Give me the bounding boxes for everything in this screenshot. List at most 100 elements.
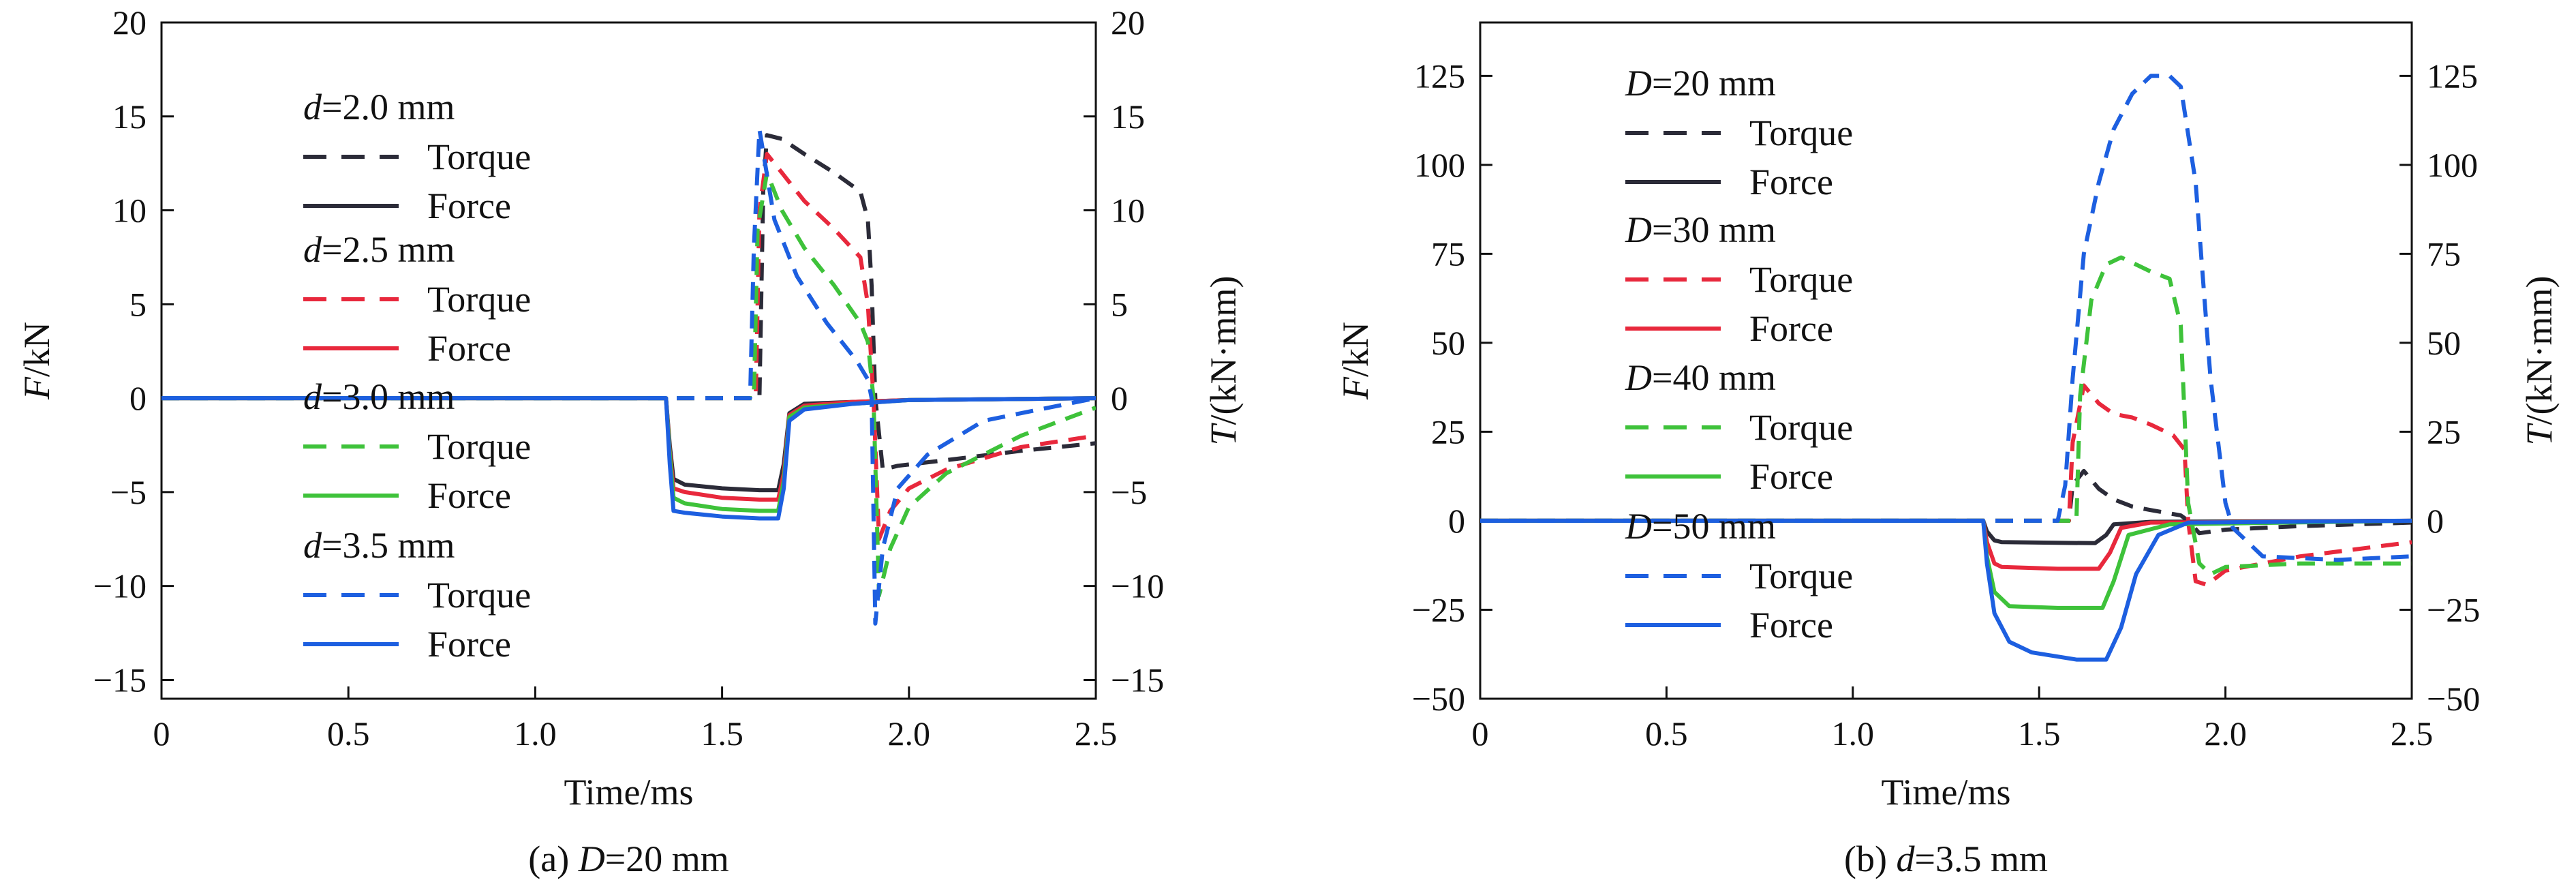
legend-group-title-part: =50 mm	[1652, 506, 1776, 547]
y-left-tick-label: 5	[129, 285, 147, 323]
legend-group-title-part: =2.5 mm	[322, 229, 455, 270]
x-tick-label-part: 1.5	[701, 714, 743, 753]
legend-group-title-part: =20 mm	[1652, 63, 1776, 104]
y-right-tick-label-part: 20	[1111, 3, 1145, 42]
y-right-tick-label-part: 75	[2427, 234, 2461, 273]
y-right-tick-label: 75	[2427, 234, 2461, 273]
y-left-tick-label-part: 15	[112, 97, 147, 136]
y-right-tick-label: 15	[1111, 97, 1145, 136]
x-tick-label: 0	[1472, 714, 1489, 753]
plot-area	[162, 127, 1096, 626]
y-left-tick-label-part: 5	[129, 285, 147, 323]
legend-torque-label-part: Torque	[427, 575, 531, 616]
y-right-tick-label: 0	[1111, 379, 1128, 417]
legend-force-label-part: Force	[427, 185, 511, 226]
legend-torque-label: Torque	[427, 279, 531, 320]
series-force-line	[162, 396, 1096, 502]
y-right-tick-label-part: 0	[2427, 502, 2444, 540]
y-right-tick-label-part: 50	[2427, 324, 2461, 362]
y-left-tick-label-part: 20	[112, 3, 147, 42]
x-tick-label: 2.5	[1075, 714, 1118, 753]
legend-torque-label: Torque	[427, 426, 531, 467]
x-axis-label: Time/ms	[1881, 772, 2010, 813]
legend-torque-label: Torque	[1749, 407, 1853, 448]
y-left-tick-label: −15	[93, 661, 147, 699]
y-left-tick-label: 20	[112, 3, 147, 42]
legend-group-title: D=20 mm	[1625, 63, 1776, 104]
y-right-axis-label: T/(kN·mm)	[2519, 276, 2560, 446]
series-force-line	[162, 396, 1096, 493]
y-left-axis-label-part: /kN	[16, 322, 57, 377]
y-right-tick-label: 0	[2427, 502, 2444, 540]
x-tick-label: 1.5	[701, 714, 743, 753]
legend-group-title-part: D	[1625, 63, 1652, 104]
y-right-tick-label: 25	[2427, 412, 2461, 451]
y-right-tick-label-part: −5	[1111, 473, 1147, 511]
y-right-tick-label-part: 0	[1111, 379, 1128, 417]
y-right-tick-label: 50	[2427, 324, 2461, 362]
y-left-tick-label-part: −50	[1412, 680, 1465, 718]
y-left-tick-label: 125	[1414, 57, 1465, 95]
legend-torque-label-part: Torque	[1749, 112, 1853, 153]
series-torque-line	[1480, 383, 2412, 587]
series-force-line	[1480, 518, 2412, 662]
figure-caption-part: =3.5 mm	[1915, 838, 2048, 879]
legend-torque-label-part: Torque	[1749, 259, 1853, 300]
series-torque-line	[162, 170, 1096, 598]
y-right-tick-label: 20	[1111, 3, 1145, 42]
y-left-axis-label: F/kN	[16, 322, 57, 400]
x-tick-label-part: 1.5	[2018, 714, 2061, 753]
x-tick-label: 0.5	[1645, 714, 1688, 753]
x-tick-label: 0	[153, 714, 170, 753]
x-tick-label-part: 1.0	[514, 714, 557, 753]
x-tick-label: 2.5	[2391, 714, 2434, 753]
legend-force-label-part: Force	[1749, 162, 1833, 202]
y-right-tick-label-part: 25	[2427, 412, 2461, 451]
figure-caption-part: (b)	[1844, 838, 1896, 879]
y-right-tick-label: −25	[2427, 590, 2480, 629]
legend-group-title: d=3.5 mm	[303, 525, 455, 566]
y-right-tick-label-part: −25	[2427, 590, 2480, 629]
y-left-axis-label-part: F	[1335, 376, 1376, 400]
legend-group-title-part: d	[303, 229, 322, 270]
y-right-tick-label-part: 125	[2427, 57, 2478, 95]
y-right-tick-label: 100	[2427, 146, 2478, 184]
y-right-axis-label-part: /(kN·mm)	[2519, 276, 2560, 425]
x-tick-label-part: 0	[153, 714, 170, 753]
plot-area	[1480, 74, 2412, 662]
y-left-tick-label-part: 50	[1431, 324, 1465, 362]
legend-group-title: d=2.5 mm	[303, 229, 455, 270]
legend-group-title-part: =30 mm	[1652, 209, 1776, 250]
panel-a: 0 0.5 1.0 1.5 2.0 2.5 20 15 10 5 0 −5 −10 −15 20 15 10 5 0…	[16, 3, 1244, 879]
x-axis-label: Time/ms	[564, 772, 693, 813]
y-left-tick-label-part: 0	[1448, 502, 1465, 540]
y-right-tick-label: 125	[2427, 57, 2478, 95]
y-right-tick-label-part: 5	[1111, 285, 1128, 323]
y-right-tick-label-part: 10	[1111, 192, 1145, 230]
series-torque-line	[162, 133, 1096, 472]
legend-torque-label: Torque	[1749, 259, 1853, 300]
series-torque-line	[162, 127, 1096, 626]
y-left-tick-label-part: −25	[1412, 590, 1465, 629]
x-tick-label-part: 0	[1472, 714, 1489, 753]
legend-force-label: Force	[427, 185, 511, 226]
series-force-line	[162, 396, 1096, 521]
series-torque-line	[162, 151, 1096, 541]
figure-caption-part: =20 mm	[605, 838, 729, 879]
x-tick-label: 1.5	[2018, 714, 2061, 753]
panel-b: 0 0.5 1.0 1.5 2.0 2.5 125 100 75 50 25 0 −25 −50 125 10…	[1335, 21, 2560, 879]
legend-group-title-part: D	[1625, 209, 1652, 250]
y-left-tick-label: 50	[1431, 324, 1465, 362]
figure-caption: (b) d=3.5 mm	[1844, 838, 2048, 879]
x-axis-label-part: Time/ms	[564, 772, 693, 813]
legend-force-label: Force	[1749, 456, 1833, 497]
legend-force-label-part: Force	[1749, 308, 1833, 349]
y-left-tick-label: 100	[1414, 146, 1465, 184]
y-right-axis-label-part: /(kN·mm)	[1203, 276, 1244, 425]
y-left-tick-label-part: 100	[1414, 146, 1465, 184]
x-tick-label-part: 2.5	[1075, 714, 1118, 753]
x-tick-label: 1.0	[514, 714, 557, 753]
x-axis-label-part: Time/ms	[1881, 772, 2010, 813]
y-right-tick-label: −10	[1111, 567, 1164, 605]
